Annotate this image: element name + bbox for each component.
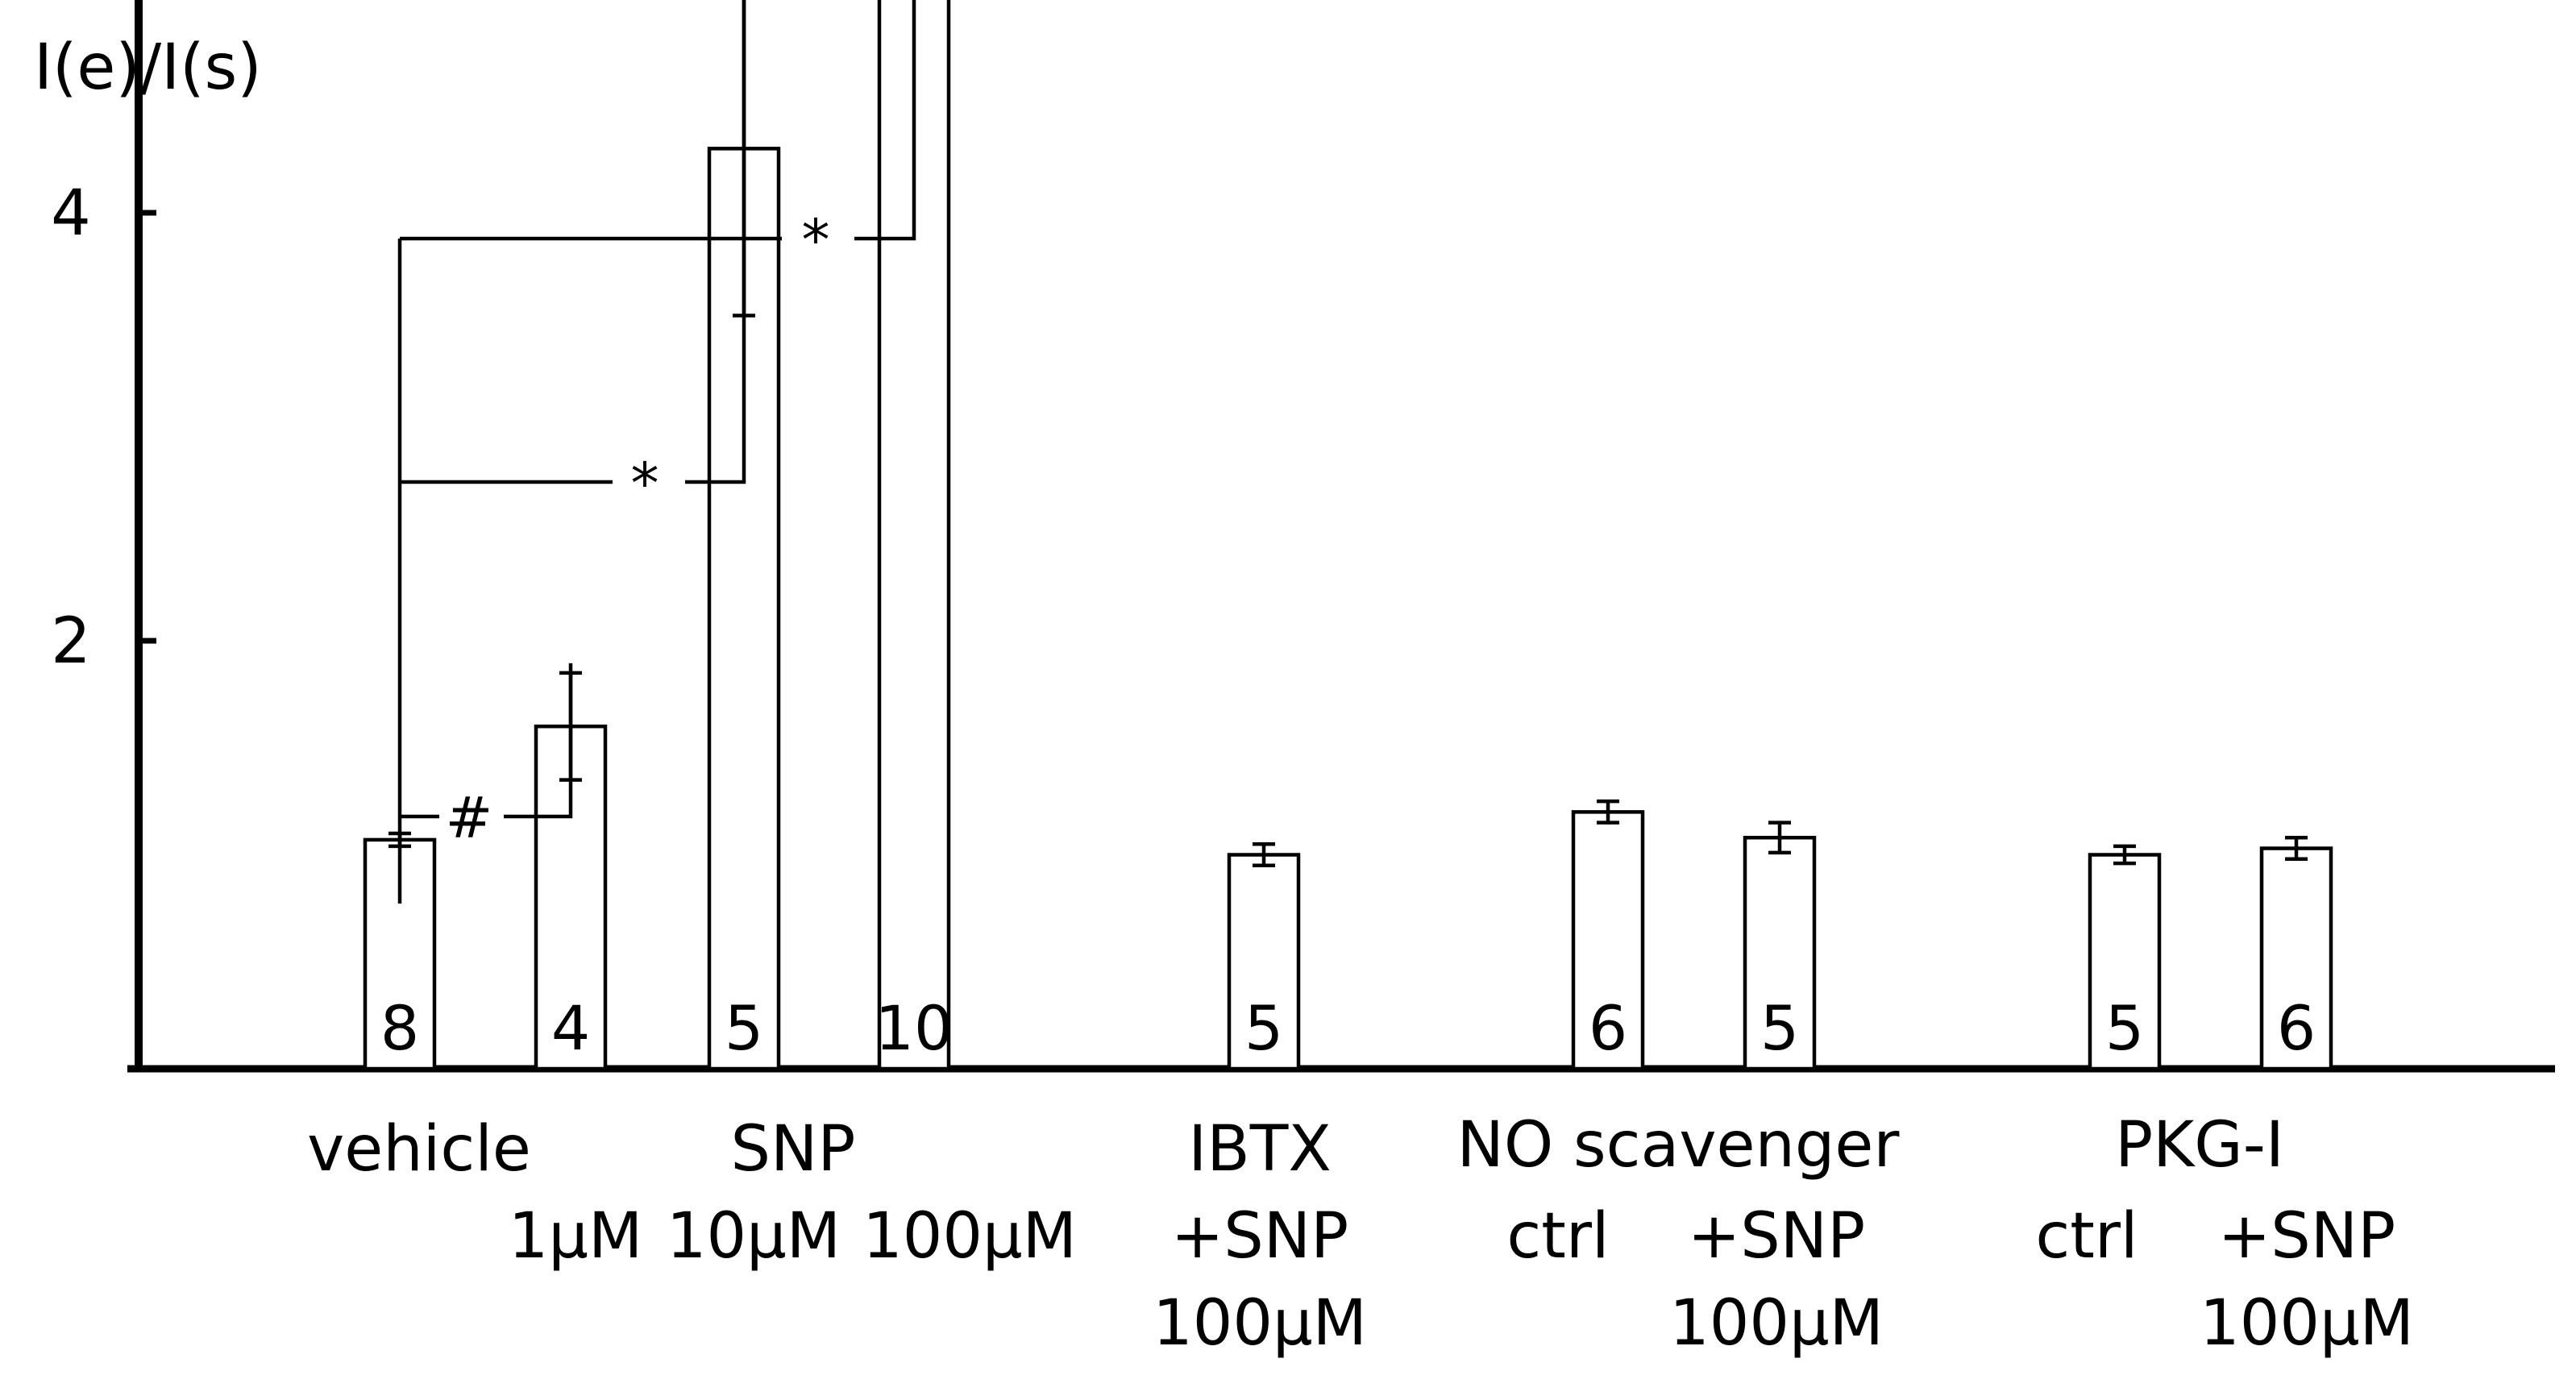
category-label: PKG-I [2115, 1109, 2284, 1182]
category-label: +SNP [1688, 1200, 1865, 1273]
bar [1743, 836, 1817, 1071]
y-tick-label: 4 [51, 177, 91, 250]
category-label: SNP [731, 1113, 856, 1186]
bars-group: 8 4 5 10 5 6 5 5 6 [363, 0, 2333, 1071]
category-label: +SNP [2218, 1200, 2395, 1273]
category-label: vehicle [307, 1113, 531, 1186]
bar-n-label: 5 [2105, 992, 2144, 1064]
category-label: 100μM [1669, 1287, 1884, 1360]
category-label: +SNP [1171, 1200, 1348, 1273]
category-labels: vehicle SNP 1μM 10μM 100μM IBTX +SNP 100μM NO sc… [307, 1109, 2414, 1360]
category-label: 1μM [509, 1200, 643, 1273]
significance-brackets: * * # [397, 0, 916, 904]
bar [2259, 846, 2333, 1071]
significance-symbol: # [446, 785, 493, 851]
bar-n-label: 4 [551, 992, 590, 1064]
bar-n-label: 5 [1760, 992, 1799, 1064]
significance-bracket [400, 0, 746, 484]
significance-symbol: * [631, 451, 659, 517]
category-label: 100μM [2200, 1287, 2414, 1360]
bar-n-label: 5 [725, 992, 763, 1064]
significance-bracket [400, 663, 573, 819]
category-label: NO scavenger [1456, 1109, 1900, 1182]
bar-n-label: 5 [1244, 992, 1283, 1064]
bar-n-label: 6 [2277, 992, 2316, 1064]
category-label: IBTX [1188, 1113, 1332, 1186]
bar-n-label: 8 [380, 992, 419, 1064]
bar [2088, 853, 2162, 1071]
bar-n-label: 10 [875, 992, 954, 1064]
category-label: ctrl [2035, 1200, 2138, 1273]
category-label: 100μM [1153, 1287, 1367, 1360]
significance-symbol: * [802, 207, 830, 273]
category-label: 100μM [862, 1200, 1077, 1273]
y-tick-label: 2 [51, 605, 91, 678]
category-label: 10μM [667, 1200, 841, 1273]
bar-n-label: 6 [1589, 992, 1627, 1064]
category-label: ctrl [1506, 1200, 1609, 1273]
y-axis-title: I(e)/I(s) [34, 31, 262, 104]
bar [1227, 853, 1301, 1071]
significance-bracket [400, 0, 916, 241]
